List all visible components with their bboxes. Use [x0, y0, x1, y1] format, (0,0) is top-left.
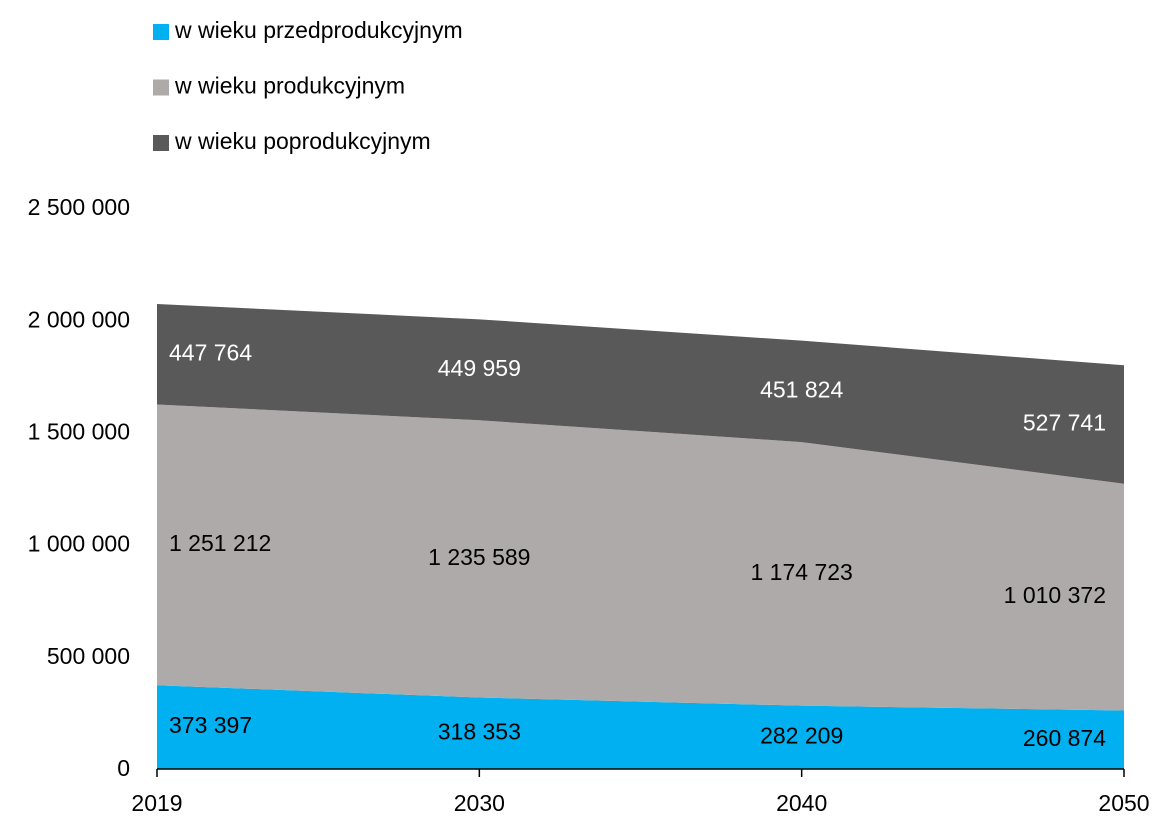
x-tick-label: 2030 — [454, 790, 505, 816]
data-label: 260 874 — [1023, 725, 1106, 751]
area — [157, 404, 1124, 711]
area — [157, 685, 1124, 769]
legend-label: w wieku poprodukcyjnym — [174, 128, 431, 154]
y-tick-label: 0 — [117, 755, 130, 781]
data-label: 1 235 589 — [428, 544, 530, 570]
y-tick-label: 2 000 000 — [28, 306, 130, 332]
legend-label: w wieku przedprodukcyjnym — [174, 17, 463, 43]
data-label: 373 397 — [169, 712, 252, 738]
data-label: 1 251 212 — [169, 530, 271, 556]
data-label: 1 010 372 — [1004, 582, 1106, 608]
legend-label: w wieku produkcyjnym — [174, 73, 405, 99]
y-tick-label: 2 500 000 — [28, 194, 130, 220]
data-label: 449 959 — [438, 355, 521, 381]
data-label: 1 174 723 — [751, 559, 853, 585]
y-tick-label: 1 000 000 — [28, 531, 130, 557]
legend-swatch — [153, 135, 169, 151]
legend-swatch — [153, 79, 169, 96]
y-tick-label: 500 000 — [47, 643, 130, 669]
data-label: 447 764 — [169, 339, 252, 365]
data-label: 282 209 — [760, 722, 843, 748]
data-label: 451 824 — [760, 376, 843, 402]
legend-swatch — [153, 24, 169, 40]
x-tick-label: 2040 — [776, 790, 827, 816]
y-tick-label: 1 500 000 — [28, 418, 130, 444]
x-tick-label: 2050 — [1098, 790, 1149, 816]
data-label: 318 353 — [438, 718, 521, 744]
area — [157, 303, 1124, 484]
x-tick-label: 2019 — [131, 790, 182, 816]
data-label: 527 741 — [1023, 410, 1106, 436]
